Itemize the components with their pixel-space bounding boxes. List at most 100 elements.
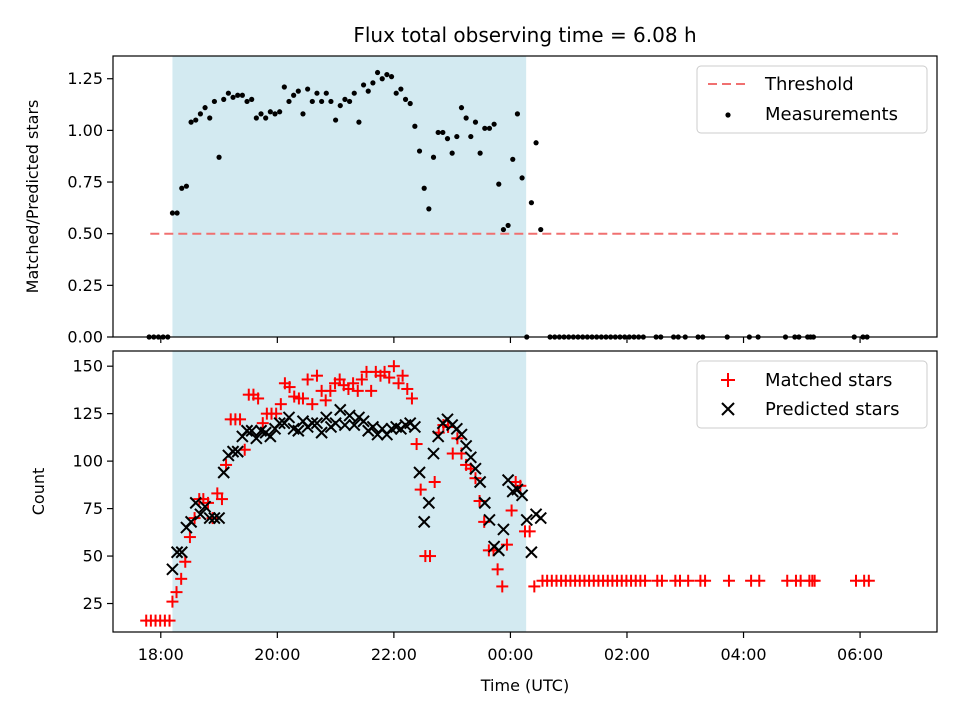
measurement-point [486, 125, 493, 131]
top-y-tick-label: 0.00 [67, 328, 103, 347]
predicted-star-point [264, 430, 277, 443]
measurement-point [388, 74, 395, 80]
matched-star-point [500, 538, 513, 551]
matched-star-point [270, 407, 283, 420]
predicted-star-point [357, 415, 370, 428]
predicted-star-point [455, 428, 468, 441]
measurement-point [188, 119, 194, 125]
predicted-star-point [198, 500, 212, 513]
predicted-star-point [497, 523, 510, 536]
predicted-star-point [343, 409, 356, 422]
predicted-star-point [240, 424, 254, 437]
predicted-star-point [525, 546, 538, 559]
predicted-star-point [226, 445, 240, 458]
measurement-point [277, 109, 283, 115]
matched-star-point [862, 574, 875, 587]
matched-star-point [383, 371, 396, 384]
measurement-point [379, 76, 385, 82]
matched-star-point [274, 398, 287, 411]
matched-star-point [491, 563, 504, 576]
matched-star-point [166, 595, 179, 608]
measurement-point [449, 150, 455, 156]
matched-star-point [179, 555, 192, 568]
bottom-y-tick-label: 125 [72, 404, 103, 423]
measurement-point [533, 140, 539, 146]
predicted-star-point [431, 430, 445, 443]
predicted-star-point [194, 508, 207, 521]
measurement-point [440, 129, 446, 136]
x-tick-label: 18:00 [138, 645, 184, 664]
measurement-point [193, 117, 199, 123]
measurement-point [169, 210, 176, 216]
predicted-star-point [231, 445, 244, 458]
measurement-point [337, 102, 343, 109]
predicted-star-point [212, 511, 226, 525]
measurement-point [183, 183, 190, 189]
measurement-point [407, 100, 413, 107]
predicted-star-point [534, 511, 547, 525]
matched-star-point [365, 384, 378, 397]
measurement-point [374, 69, 381, 76]
predicted-star-point [478, 496, 491, 510]
top-y-tick-label: 0.25 [67, 276, 103, 295]
legend-measurements-swatch [725, 112, 731, 118]
measurement-point [346, 98, 353, 105]
measurement-point [281, 84, 287, 90]
predicted-star-point [217, 466, 230, 479]
predicted-star-point [306, 416, 319, 430]
predicted-star-point [170, 546, 184, 559]
matched-star-point [396, 369, 409, 382]
measurement-point [197, 111, 204, 117]
bottom-y-ticks: 25 50 75 100 125 150 [72, 357, 113, 613]
matched-star-point [301, 373, 314, 386]
bottom-panel: 25 50 75 100 125 150 18:00 20:00 22:00 00:00 02:0… [29, 350, 938, 695]
predicted-star-point [464, 451, 478, 464]
predicted-star-point [338, 418, 352, 432]
measurement-point [323, 90, 329, 96]
measurement-point [202, 105, 208, 111]
measurement-point [491, 121, 497, 127]
measurement-point [412, 123, 418, 129]
x-tick-label: 04:00 [720, 645, 766, 664]
measurement-point [211, 98, 217, 105]
measurement-point [333, 117, 339, 123]
measurement-point [174, 210, 180, 216]
measurement-point [267, 109, 273, 115]
measurement-point [510, 156, 516, 162]
predicted-star-point [203, 511, 216, 525]
predicted-star-point [320, 411, 333, 424]
measurement-point [463, 115, 469, 121]
matched-star-point [392, 377, 405, 390]
predicted-star-point [501, 473, 515, 487]
measurement-point [328, 98, 334, 105]
measurement-point [500, 226, 507, 233]
predicted-star-point [315, 426, 328, 439]
matched-star-point [808, 574, 821, 587]
matched-star-point [310, 369, 323, 382]
matched-star-point [351, 384, 364, 397]
measurement-point [468, 133, 474, 140]
matched-star-point [401, 382, 414, 395]
measurement-point [528, 200, 535, 206]
matched-star-point [523, 525, 536, 538]
top-y-tick-label: 1.00 [67, 121, 103, 140]
measurement-point [360, 82, 367, 88]
predicted-star-point [366, 420, 380, 434]
measurement-point [421, 185, 427, 191]
measurement-point [300, 111, 306, 117]
measurement-point [235, 92, 241, 98]
top-y-ticks: 0.00 0.25 0.50 0.75 1.00 1.25 [67, 69, 113, 347]
measurement-point [398, 86, 404, 92]
matched-star-point [496, 580, 509, 593]
legend-measurements-label: Measurements [765, 104, 898, 125]
predicted-star-point [245, 424, 258, 437]
top-x-ticks [160, 337, 861, 343]
measurement-point [426, 206, 432, 212]
predicted-star-point [417, 515, 431, 529]
matched-star-point [215, 493, 228, 506]
measurement-point [239, 92, 245, 98]
matched-star-point [175, 572, 188, 585]
matched-star-point [405, 392, 418, 405]
predicted-star-point [282, 411, 296, 424]
